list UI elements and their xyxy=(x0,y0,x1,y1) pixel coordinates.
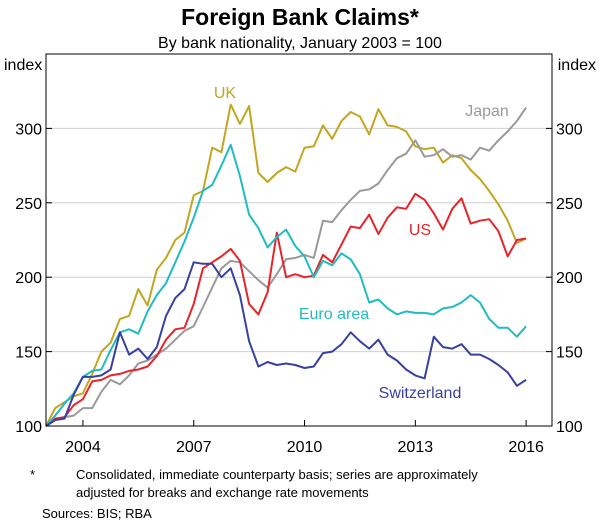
series-line-us xyxy=(45,192,527,427)
series-line-japan xyxy=(45,107,527,427)
y-tick-label-right-250: 250 xyxy=(556,196,583,213)
x-tick-label-2013: 2013 xyxy=(398,439,434,456)
chart-subtitle: By bank nationality, January 2003 = 100 xyxy=(158,35,442,52)
x-tick-label-2016: 2016 xyxy=(508,439,544,456)
y-tick-label-left-100: 100 xyxy=(15,419,42,436)
y-tick-label-right-150: 150 xyxy=(556,345,583,362)
series-label-switzerland: Switzerland xyxy=(379,385,462,402)
series-label-japan: Japan xyxy=(465,103,509,120)
y-axis-label-right: index xyxy=(558,57,596,74)
y-axis-label-left: index xyxy=(4,57,42,74)
series-label-uk: UK xyxy=(214,85,237,102)
footnote-line-2: adjusted for breaks and exchange rate mo… xyxy=(76,485,369,500)
footnote-marker: * xyxy=(30,467,36,482)
series-line-uk xyxy=(45,103,527,427)
series-labels: UK Japan US Euro area Switzerland xyxy=(214,85,509,402)
y-tick-label-left-300: 300 xyxy=(15,121,42,138)
series-label-us: US xyxy=(409,222,431,239)
y-tick-label-right-200: 200 xyxy=(556,270,583,287)
x-tick-label-2007: 2007 xyxy=(176,439,212,456)
y-tick-label-left-200: 200 xyxy=(15,270,42,287)
y-tick-label-right-300: 300 xyxy=(556,121,583,138)
sources-note: Sources: BIS; RBA xyxy=(42,506,152,521)
y-tick-label-left-250: 250 xyxy=(15,196,42,213)
y-tick-label-left-150: 150 xyxy=(15,345,42,362)
series-line-euro-area xyxy=(45,143,527,427)
footnote-line-1: Consolidated, immediate counterparty bas… xyxy=(76,467,478,482)
x-tick-label-2010: 2010 xyxy=(287,439,323,456)
series-lines xyxy=(45,103,527,427)
series-label-euro-area: Euro area xyxy=(299,306,369,323)
x-tick-label-2004: 2004 xyxy=(65,439,101,456)
series-line-switzerland xyxy=(45,261,527,427)
plot-frame xyxy=(45,53,553,427)
y-tick-label-right-100: 100 xyxy=(556,419,583,436)
chart-title: Foreign Bank Claims* xyxy=(181,4,419,30)
axis-ticks: 100 100 150 150 200 200 250 250 300 300 2004 2007 20… xyxy=(15,121,583,456)
